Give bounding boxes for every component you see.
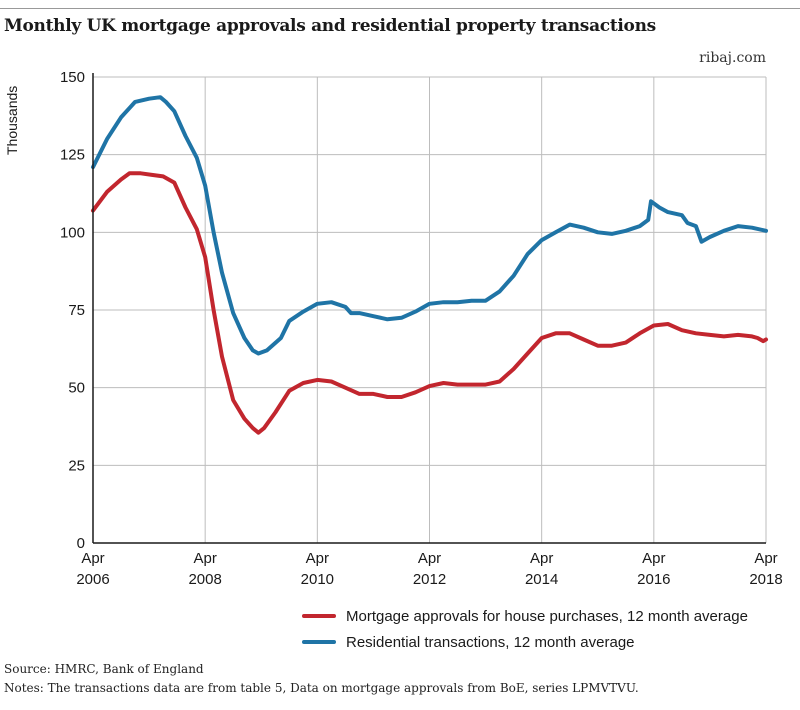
legend-label-approvals: Mortgage approvals for house purchases, … [346,607,748,625]
x-tick-year-2010: 2010 [301,571,334,588]
y-tick-label-100: 100 [60,224,85,241]
legend-item-approvals: Mortgage approvals for house purchases, … [302,603,748,629]
chart-title: Monthly UK mortgage approvals and reside… [4,16,656,36]
brand-label: ribaj.com [699,50,766,66]
source-text: Source: HMRC, Bank of England [4,662,204,676]
y-tick-label-25: 25 [68,457,85,474]
x-tick-year-2016: 2016 [637,571,670,588]
x-tick-year-2008: 2008 [188,571,221,588]
notes-text: Notes: The transactions data are from ta… [4,681,639,695]
x-tick-year-2012: 2012 [413,571,446,588]
top-rule [0,8,800,9]
x-tick-month-2012: Apr [418,550,441,567]
axes [92,73,766,544]
y-tick-label-0: 0 [77,535,85,552]
x-tick-year-2014: 2014 [525,571,558,588]
x-tick-year-2006: 2006 [76,571,109,588]
x-tick-month-2018: Apr [754,550,777,567]
legend-item-transactions: Residential transactions, 12 month avera… [302,629,748,655]
series-lines [91,95,768,435]
y-tick-label-150: 150 [60,69,85,86]
y-tick-label-75: 75 [68,302,85,319]
x-tick-month-2014: Apr [530,550,553,567]
x-tick-month-2016: Apr [642,550,665,567]
legend: Mortgage approvals for house purchases, … [302,603,748,655]
gridlines [93,76,767,543]
x-tick-year-2018: 2018 [749,571,782,588]
source-note: Source: HMRC, Bank of England Notes: The… [4,660,639,698]
y-tick-label-125: 125 [60,147,85,164]
series-line-approvals [91,171,768,435]
x-tick-month-2006: Apr [81,550,104,567]
legend-swatch-transactions [302,640,336,644]
x-tick-month-2008: Apr [193,550,216,567]
series-line-transactions [91,95,768,356]
legend-label-transactions: Residential transactions, 12 month avera… [346,633,635,651]
y-tick-label-50: 50 [68,380,85,397]
tick-labels: 0 25 50 75 100 125 150 Apr 2006 Apr 2008 Apr 2010 Apr… [60,69,783,588]
legend-swatch-approvals [302,614,336,618]
x-tick-month-2010: Apr [306,550,329,567]
line-chart: 0 25 50 75 100 125 150 Apr 2006 Apr 2008 Apr 2010 Apr… [60,69,783,588]
